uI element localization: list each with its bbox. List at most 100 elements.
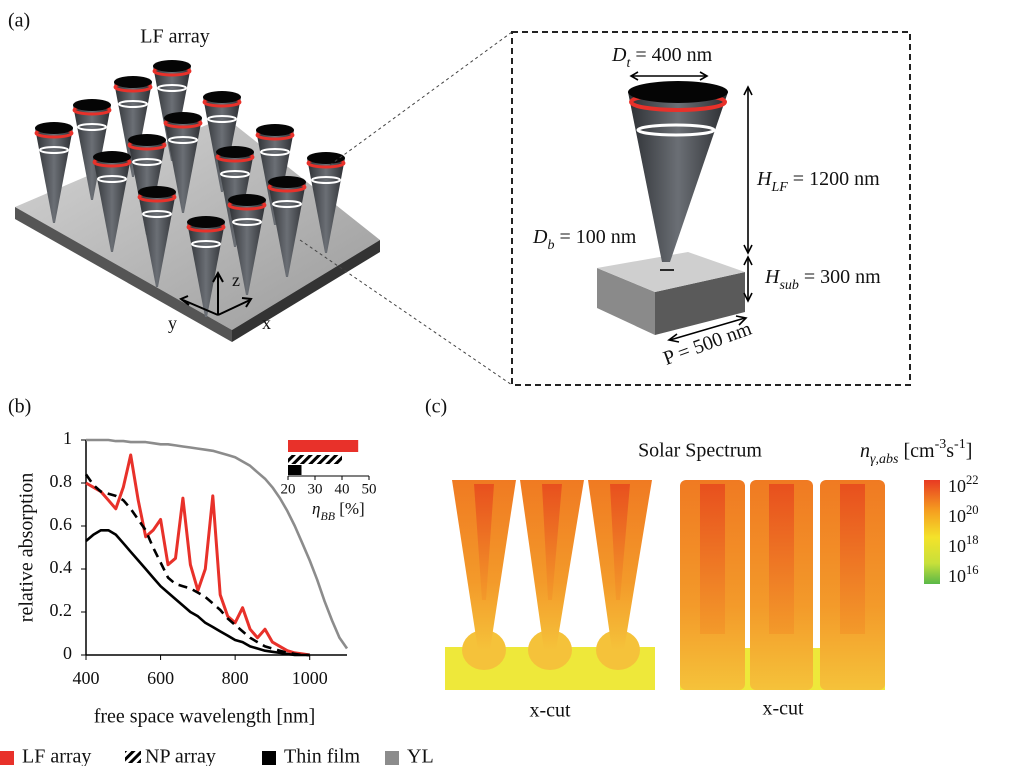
cone-top	[128, 134, 166, 146]
bar	[288, 465, 302, 475]
text-part: = 1200 nm	[788, 168, 880, 190]
unit-cone	[628, 92, 728, 262]
cone-top	[73, 99, 111, 111]
text-part: η	[312, 499, 320, 518]
cone-band	[168, 136, 198, 144]
cone-top	[164, 112, 202, 124]
text-part: 10	[948, 506, 966, 526]
legend-label: YL	[407, 746, 434, 766]
text-part: [cm	[898, 440, 935, 462]
cut-label: x-cut	[529, 700, 571, 722]
colorbar-tick-label: 1018	[948, 533, 979, 556]
colorbar-tick-label: 1022	[948, 473, 979, 496]
cone-band	[39, 146, 69, 154]
legend-swatch	[0, 751, 14, 765]
text-part: 20	[966, 503, 979, 517]
panel-label: (a)	[8, 10, 30, 32]
y-tick-label: 0.6	[50, 514, 73, 534]
cut-label: x-cut	[762, 698, 804, 720]
x-tick-label: 1000	[292, 668, 328, 688]
axis-letter: z	[232, 270, 240, 290]
legend-label: NP array	[145, 746, 216, 766]
cone-band	[97, 175, 127, 183]
text-part: D	[611, 44, 627, 66]
lf-height-label: HLF = 1200 nm	[756, 168, 880, 195]
colorbar-label: nγ,abs [cm-3s-1]	[860, 437, 972, 467]
legend-swatch	[385, 751, 399, 765]
y-axis-label: relative absorption	[16, 473, 38, 622]
cone-top	[203, 91, 241, 103]
legend-swatch	[125, 751, 141, 763]
y-tick-label: 0.4	[50, 557, 73, 577]
cone-top	[628, 81, 728, 103]
cone-band	[260, 148, 290, 156]
axis-letter: x	[262, 313, 271, 333]
legend-swatch	[262, 751, 276, 765]
zoom-line	[329, 31, 513, 166]
text-part: ]	[966, 440, 973, 462]
unit-substrate	[597, 268, 655, 335]
panel-label: (c)	[425, 396, 447, 418]
cone-top	[35, 122, 73, 134]
x-tick-label: 400	[73, 668, 100, 688]
cone-top	[307, 152, 345, 164]
sub-height-label: Hsub = 300 nm	[764, 266, 881, 293]
cone-band	[636, 123, 716, 137]
series-line	[84, 473, 310, 657]
cone-top	[256, 124, 294, 136]
cone-top	[153, 60, 191, 72]
cone-band	[132, 158, 162, 166]
axis-letter: y	[168, 313, 177, 333]
dimension-arrows	[629, 71, 753, 343]
heatmap-title: Solar Spectrum	[638, 440, 762, 462]
cone-top	[114, 76, 152, 88]
cone-band	[191, 240, 221, 248]
x-tick-label: 50	[362, 481, 377, 497]
colorbar-tick-label: 1020	[948, 503, 979, 526]
text-part: n	[860, 440, 870, 462]
x-tick-label: 40	[335, 481, 350, 497]
text-part: BB	[320, 509, 335, 523]
array-label: LF array	[140, 26, 209, 48]
bar	[288, 440, 359, 452]
text-part: 10	[948, 476, 966, 496]
heatmap-x-cut	[445, 480, 655, 690]
text-part: sub	[779, 278, 798, 293]
cone-band	[311, 176, 341, 184]
text-part: 10	[948, 536, 966, 556]
text-part: 10	[948, 566, 966, 586]
absorption-chart: 0 0.2 0.4 0.6 0.8 1 400 600 800 1000 free space wa…	[0, 428, 434, 766]
text-part: = 300 nm	[799, 266, 881, 288]
cone-band	[220, 170, 250, 178]
legend-label: LF array	[22, 746, 91, 766]
y-tick-label: 0.2	[50, 600, 73, 620]
lf-array-drawing	[15, 60, 380, 342]
x-tick-label: 600	[147, 668, 174, 688]
cone-top	[93, 151, 131, 163]
cone-top	[228, 194, 266, 206]
text-part: γ,abs	[870, 452, 899, 467]
text-part: t	[626, 56, 631, 71]
x-axis-label: free space wavelength [nm]	[94, 706, 316, 728]
unit-substrate	[597, 252, 745, 292]
y-tick-label: 0	[63, 643, 72, 663]
heatmap-y-cut	[680, 480, 885, 690]
panel-label: (b)	[8, 396, 31, 418]
substrate-side	[15, 207, 232, 342]
cone-band	[157, 84, 187, 92]
text-part: H	[756, 168, 773, 190]
cone-band	[142, 210, 172, 218]
cone-top	[216, 146, 254, 158]
text-part: 22	[966, 473, 979, 487]
cone-band	[207, 115, 237, 123]
zoom-line	[299, 239, 513, 386]
series-line	[86, 438, 349, 650]
text-part: = 100 nm	[554, 226, 636, 248]
cone-band	[118, 100, 148, 108]
top-diameter-label: Dt = 400 nm	[611, 44, 713, 71]
inset-x-label: ηBB [%]	[312, 499, 365, 523]
cone-band	[232, 218, 262, 226]
y-tick-label: 0.8	[50, 471, 73, 491]
x-tick-label: 20	[281, 481, 296, 497]
